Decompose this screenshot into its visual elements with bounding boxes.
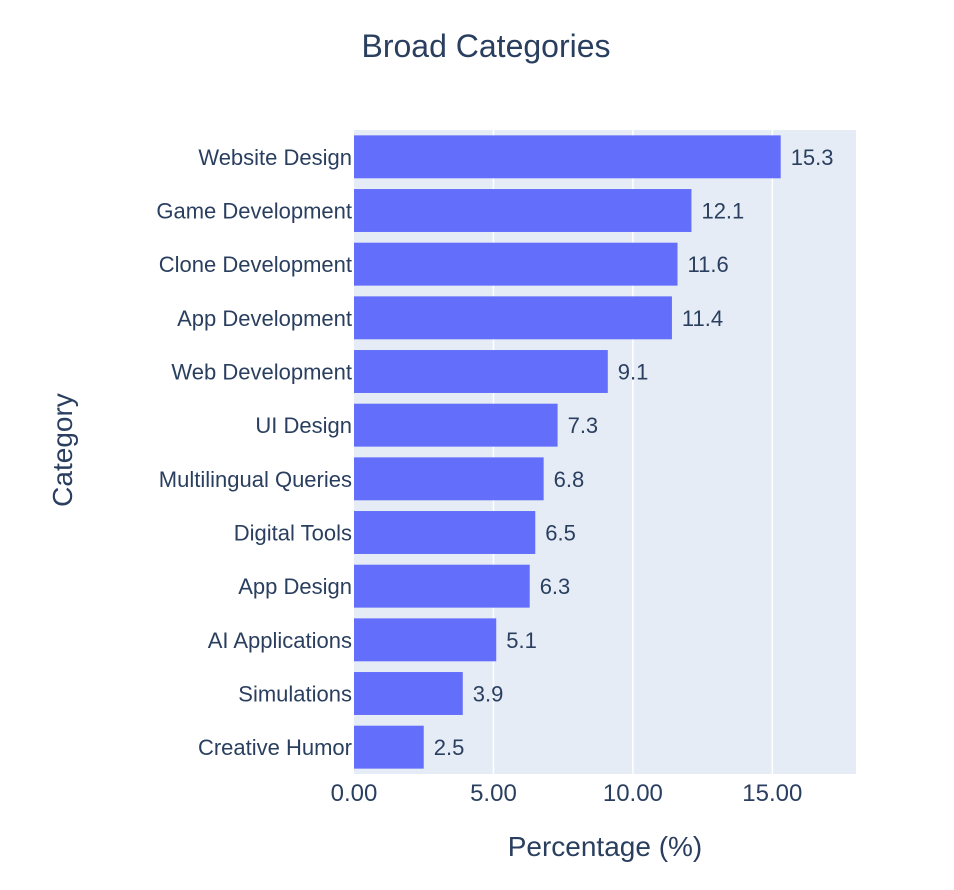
x-tick-label: 5.00 — [470, 780, 517, 807]
category-label: Website Design — [198, 145, 352, 170]
category-label: UI Design — [255, 413, 352, 438]
category-label: AI Applications — [208, 628, 352, 653]
bar-value-label: 7.3 — [568, 413, 599, 438]
category-label: Web Development — [171, 360, 352, 385]
category-label: Multilingual Queries — [159, 467, 352, 492]
x-tick-label: 0.00 — [331, 780, 378, 807]
x-tick-label: 10.00 — [603, 780, 663, 807]
bar — [354, 511, 536, 554]
x-tick-label: 15.00 — [742, 780, 802, 807]
bar-value-label: 5.1 — [506, 628, 537, 653]
bar-value-label: 2.5 — [434, 735, 465, 760]
bar-value-label: 6.8 — [554, 467, 585, 492]
bar-value-label: 3.9 — [473, 682, 504, 707]
bar-value-label: 11.4 — [682, 306, 723, 331]
bar — [354, 564, 530, 608]
bar — [354, 725, 424, 769]
bar — [354, 457, 544, 501]
gridlines — [492, 130, 774, 774]
bar — [354, 242, 678, 286]
bar-value-label: 11.6 — [688, 252, 729, 277]
bar — [354, 135, 781, 179]
value-labels: 15.3 12.1 11.6 11.4 9.1 7.3 6.8 6.5 6.3 5.1 3.9 2.5 — [434, 145, 834, 760]
bar — [354, 189, 692, 232]
y-axis-title: Category — [47, 393, 78, 507]
x-axis-title: Percentage (%) — [508, 831, 703, 862]
bar — [354, 618, 497, 662]
bars — [354, 135, 781, 769]
bar — [354, 350, 608, 393]
category-label: Creative Humor — [198, 735, 352, 760]
bar-value-label: 12.1 — [701, 199, 744, 224]
category-label: Simulations — [238, 682, 352, 707]
category-label: Clone Development — [159, 252, 352, 277]
bar-value-label: 9.1 — [618, 360, 649, 385]
bar — [354, 296, 672, 340]
y-category-labels: Website Design Game Development Clone Deve… — [156, 145, 352, 760]
category-label: Digital Tools — [234, 521, 352, 546]
x-tick-labels: 0.00 5.00 10.00 15.00 — [331, 780, 803, 807]
chart-title: Broad Categories — [361, 28, 610, 64]
category-label: Game Development — [156, 199, 352, 224]
bar-value-label: 6.5 — [545, 521, 576, 546]
category-label: App Development — [177, 306, 352, 331]
bar-value-label: 15.3 — [791, 145, 834, 170]
bar — [354, 403, 558, 447]
bar — [354, 672, 463, 715]
category-label: App Design — [238, 574, 352, 599]
bar-value-label: 6.3 — [540, 574, 571, 599]
